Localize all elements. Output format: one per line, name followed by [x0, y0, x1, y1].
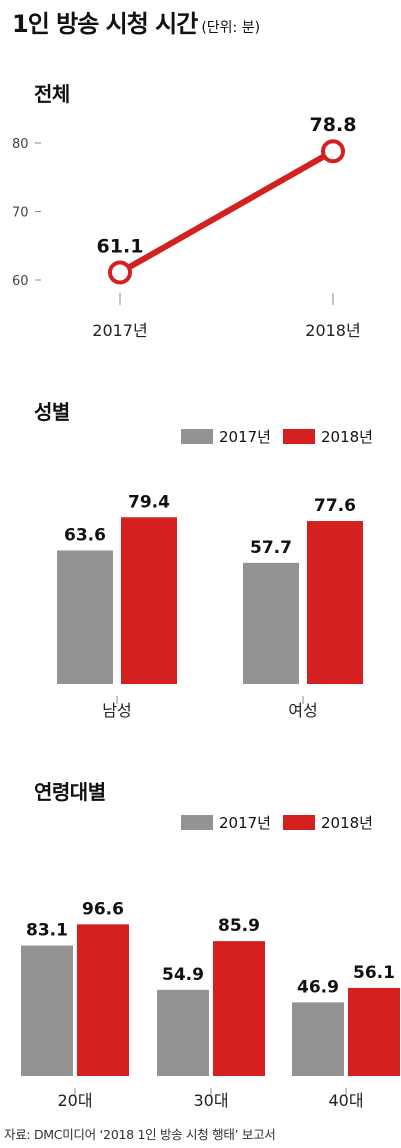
bar-value-label: 77.6: [314, 496, 356, 516]
category-label: 남성: [102, 701, 131, 720]
y-tick-label: 60: [12, 274, 29, 289]
section-title-gender: 성별: [34, 400, 70, 424]
bar: [292, 1002, 344, 1076]
category-label: 40대: [328, 1091, 363, 1110]
legend-age: 2017년 2018년: [181, 812, 385, 833]
legend-swatch-2018: [282, 429, 315, 444]
category-label: 30대: [193, 1091, 228, 1110]
bar-value-label: 56.1: [353, 963, 395, 983]
gender-bar-chart: 63.6 79.4 남성 57.7 77.6 여성: [57, 492, 363, 720]
bar: [121, 517, 177, 684]
section-title-age: 연령대별: [34, 780, 106, 804]
y-tick-label: 80: [12, 137, 29, 152]
bar-value-label: 54.9: [162, 965, 204, 985]
source-note: 자료: DMC미디어 ‘2018 1인 방송 시청 행태’ 보고서: [4, 1127, 276, 1142]
data-point: [108, 260, 132, 285]
legend-label-2018: 2018년: [320, 814, 373, 832]
category-label: 여성: [288, 701, 317, 720]
bar: [57, 550, 113, 684]
age-bar-chart: 83.1 96.6 20대 54.9 85.9 30대 46.9 56.1 40대: [21, 899, 400, 1110]
bar-value-label: 46.9: [297, 977, 339, 997]
bar-value-label: 85.9: [218, 916, 260, 936]
bar: [77, 924, 129, 1076]
page-title: 1인 방송 시청 시간: [12, 10, 198, 38]
bar-value-label: 96.6: [82, 899, 124, 919]
section-title-total: 전체: [34, 82, 70, 106]
legend-label-2017: 2017년: [219, 428, 271, 446]
title-row: 1인 방송 시청 시간 (단위: 분): [12, 4, 260, 39]
bar: [157, 989, 209, 1076]
bar-value-label: 83.1: [26, 921, 68, 941]
bar: [307, 521, 363, 684]
data-label: 61.1: [97, 235, 144, 257]
x-tick-label: 2018년: [305, 321, 360, 340]
y-tick-label: 70: [12, 206, 29, 221]
legend-label-2017: 2017년: [219, 814, 271, 832]
legend-label-2018: 2018년: [320, 428, 373, 446]
data-label: 78.8: [310, 114, 357, 136]
line-chart: 60 70 80 2017년 2018년 61.1 78.8: [12, 114, 361, 340]
x-tick-label: 2017년: [92, 321, 147, 340]
bar: [21, 945, 73, 1076]
legend-swatch-2018: [282, 815, 315, 830]
legend-swatch-2017: [181, 815, 213, 830]
bar: [213, 941, 265, 1076]
series-line: [118, 148, 335, 276]
bar-value-label: 63.6: [64, 525, 106, 545]
unit-label: (단위: 분): [201, 20, 261, 36]
legend-gender: 2017년 2018년: [181, 426, 385, 447]
bar-value-label: 79.4: [128, 492, 170, 512]
data-point: [321, 139, 345, 164]
bar: [348, 987, 400, 1076]
legend-swatch-2017: [181, 429, 213, 444]
bar: [243, 562, 299, 684]
category-label: 20대: [57, 1091, 92, 1110]
bar-value-label: 57.7: [250, 538, 292, 558]
